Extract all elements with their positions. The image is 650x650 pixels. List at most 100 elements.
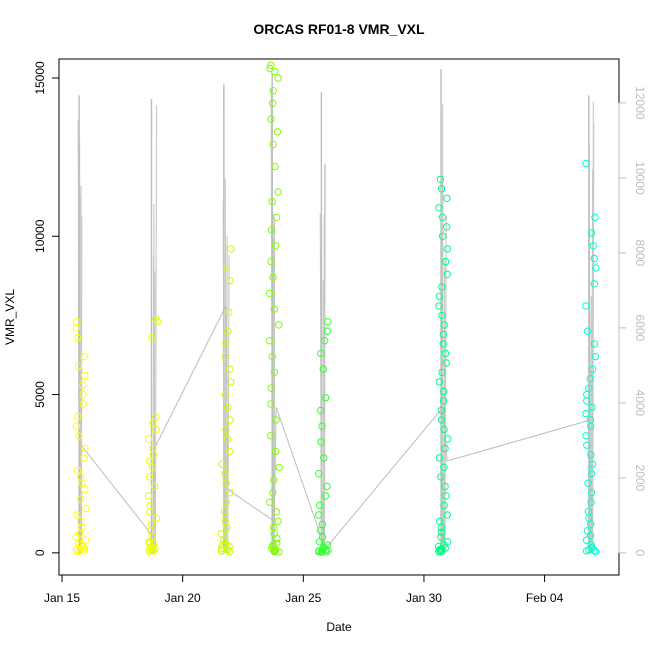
data-point	[73, 466, 82, 475]
data-point	[152, 413, 160, 421]
data-point	[321, 337, 329, 345]
data-point	[318, 422, 326, 430]
grey-profile-trace	[591, 169, 594, 553]
data-point	[590, 280, 598, 288]
data-point	[267, 257, 275, 266]
data-point	[147, 520, 156, 528]
data-point	[79, 390, 87, 399]
data-point	[443, 270, 451, 278]
data-point	[585, 384, 593, 392]
data-point	[72, 422, 81, 430]
data-point	[317, 406, 325, 415]
data-point	[438, 368, 446, 377]
y2-tick-label: 2000	[633, 465, 647, 492]
data-point	[226, 378, 235, 386]
data-point	[438, 311, 446, 320]
data-point	[322, 492, 330, 500]
data-point	[437, 533, 445, 541]
data-point	[269, 140, 277, 149]
data-point	[266, 64, 274, 73]
data-point	[435, 292, 444, 301]
data-point	[272, 416, 280, 424]
data-point	[222, 479, 230, 487]
data-point	[317, 349, 325, 358]
data-point	[590, 254, 598, 263]
data-point	[77, 495, 85, 503]
data-point	[267, 115, 275, 123]
data-point	[151, 482, 159, 491]
chart-title: ORCAS RF01-8 VMR_VXL	[253, 21, 425, 37]
data-point	[270, 476, 278, 484]
data-point	[222, 264, 231, 272]
x-tick-label: Feb 04	[526, 591, 564, 605]
data-point	[267, 384, 275, 392]
data-point	[79, 400, 87, 408]
data-point	[75, 432, 83, 440]
data-point	[586, 416, 595, 424]
data-point	[322, 394, 330, 402]
data-point	[590, 340, 599, 348]
y-tick-label: 10000	[33, 219, 47, 253]
data-point	[587, 451, 595, 459]
data-point	[324, 318, 332, 326]
connector-line-series	[80, 305, 591, 548]
data-point	[226, 489, 234, 497]
data-point	[222, 498, 231, 506]
data-point	[149, 444, 157, 453]
data-point	[269, 523, 278, 532]
data-point	[221, 539, 230, 547]
grey-profile-trace	[323, 164, 326, 553]
data-point	[82, 536, 90, 544]
data-point	[74, 362, 83, 370]
data-point	[435, 302, 443, 310]
data-point	[267, 432, 275, 440]
data-point	[582, 547, 591, 555]
data-point	[435, 454, 444, 462]
data-point	[268, 99, 277, 108]
data-point	[586, 375, 594, 383]
data-point	[441, 482, 449, 491]
data-point	[269, 489, 277, 497]
data-point	[268, 352, 276, 361]
y2-tick-label: 0	[633, 550, 647, 557]
grey-profile-trace	[444, 216, 447, 553]
data-point	[272, 508, 281, 516]
data-point	[74, 333, 82, 342]
data-point	[587, 489, 596, 497]
x-tick-label: Jan 20	[165, 591, 201, 605]
y2-tick-label: 6000	[633, 315, 647, 342]
data-point	[149, 419, 157, 427]
data-point	[270, 305, 278, 313]
y2-tick-label: 12000	[633, 86, 647, 120]
data-point	[222, 425, 230, 434]
y2-tick-label: 10000	[633, 161, 647, 195]
data-point	[441, 349, 450, 358]
x-tick-label: Jan 25	[285, 591, 321, 605]
connector-line	[80, 305, 591, 548]
data-point	[437, 545, 446, 553]
data-point	[440, 463, 448, 472]
data-point	[274, 517, 282, 525]
grey-profile-trace	[443, 258, 446, 553]
data-point	[80, 547, 89, 555]
data-point	[145, 473, 154, 481]
data-point	[269, 87, 277, 95]
data-point	[148, 333, 156, 342]
data-point	[73, 511, 81, 519]
data-point	[589, 242, 598, 250]
data-point	[270, 547, 278, 556]
data-point	[221, 470, 229, 478]
data-point	[144, 492, 153, 500]
data-point	[76, 530, 84, 538]
data-point	[146, 501, 154, 510]
data-point	[273, 128, 282, 136]
y-tick-label: 0	[33, 549, 47, 556]
data-point	[74, 413, 82, 421]
data-point	[80, 544, 89, 552]
data-point	[265, 289, 274, 297]
data-point	[221, 352, 229, 361]
data-point	[272, 242, 280, 250]
data-point	[323, 482, 331, 491]
data-point	[273, 539, 281, 547]
